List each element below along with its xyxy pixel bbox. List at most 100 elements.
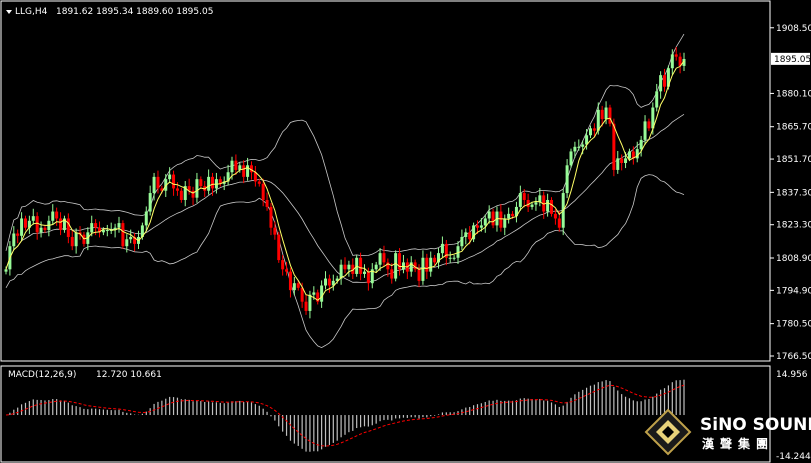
candle-body (339, 264, 343, 279)
candle (674, 46, 678, 61)
candle-body (553, 213, 557, 219)
candle-body (308, 294, 312, 311)
candle-body (468, 232, 472, 240)
candle-body (569, 151, 573, 166)
candle (117, 216, 121, 233)
candle (304, 294, 308, 315)
candle-body (526, 199, 530, 207)
candle-body (550, 199, 554, 214)
candle (249, 161, 253, 180)
candle-body (452, 257, 456, 259)
candle-body (530, 204, 534, 207)
candle-body (90, 223, 94, 233)
candle (522, 189, 526, 208)
main-price-pane[interactable]: LLG,H4 1891.62 1895.34 1889.60 1895.05 (0, 0, 771, 362)
candle (440, 236, 444, 258)
macd-tick-label: -14.244 (776, 452, 811, 462)
chart-header: LLG,H4 1891.62 1895.34 1889.60 1895.05 (6, 7, 213, 17)
candle-body (12, 233, 16, 247)
candle (62, 215, 66, 233)
candle-body (27, 220, 31, 228)
candle-body (444, 243, 448, 258)
candle (133, 233, 137, 252)
price-tick-label: 1908.50 (776, 24, 811, 34)
candle (359, 252, 363, 281)
candle (316, 289, 320, 305)
candle-body (659, 75, 663, 92)
candle-body (109, 230, 113, 232)
macd-pane[interactable]: MACD(12,26,9) 12.720 10.661 14.956 -14.24… (0, 365, 811, 463)
candle-body (133, 236, 137, 244)
candle (277, 231, 281, 263)
candle-body (105, 230, 109, 232)
candle-body (620, 158, 624, 163)
candle-body (616, 158, 620, 170)
candle-body (464, 232, 468, 237)
candle-body (281, 260, 285, 270)
candle-body (55, 211, 59, 219)
candle (569, 148, 573, 169)
candle (320, 280, 324, 308)
candle-body (612, 123, 616, 170)
candle (273, 221, 277, 240)
candle-body (187, 186, 191, 191)
candle-body (440, 243, 444, 254)
candle (425, 253, 429, 280)
candle (409, 256, 413, 277)
candle (538, 187, 542, 207)
candle (479, 218, 483, 232)
candle-body (238, 165, 242, 170)
candle (207, 169, 211, 195)
candle (468, 226, 472, 245)
candle (55, 207, 59, 226)
candle-body (514, 206, 518, 217)
candle-body (491, 211, 495, 226)
candle (222, 176, 226, 191)
candle (647, 118, 651, 132)
candle (390, 263, 394, 284)
candle-body (448, 257, 452, 259)
candle-body (362, 271, 366, 274)
candle-body (98, 227, 102, 233)
fast-ma-line (5, 60, 685, 301)
candle (105, 224, 109, 237)
candle-body (261, 183, 265, 200)
candle (635, 141, 639, 163)
candle-body (413, 262, 417, 270)
candle (550, 197, 554, 217)
candle (70, 229, 74, 251)
candle (612, 118, 616, 177)
candle-body (324, 278, 328, 286)
sinosound-logo: SiNO SOUND 漢聲集團 (644, 408, 811, 456)
price-tag-label: 1895.05 (774, 55, 811, 65)
candle-body (31, 216, 35, 221)
candle-body (538, 195, 542, 203)
candle (12, 226, 16, 251)
logo-text-en: SiNO SOUND (700, 415, 811, 435)
candle-body (222, 181, 226, 184)
candle-body (183, 186, 187, 200)
candle (444, 239, 448, 266)
candle-body (43, 227, 47, 231)
candle-body (351, 264, 355, 274)
candle (374, 261, 378, 273)
price-tag-bg (771, 52, 810, 65)
candle-body (390, 269, 394, 279)
candle (475, 220, 479, 234)
fast-moving-average (5, 60, 685, 301)
candle-body (253, 172, 257, 182)
candle-body (674, 54, 678, 57)
candle (678, 52, 682, 74)
candle (362, 264, 366, 278)
candle-body (320, 285, 324, 302)
candle (398, 248, 402, 276)
candle (285, 261, 289, 276)
candle (246, 157, 250, 181)
candlesticks (4, 46, 686, 319)
candle-body (359, 257, 363, 274)
candle-body (577, 146, 581, 148)
candle-body (312, 292, 316, 295)
candle-body (273, 227, 277, 235)
macd-label: MACD(12,26,9) (8, 370, 76, 380)
